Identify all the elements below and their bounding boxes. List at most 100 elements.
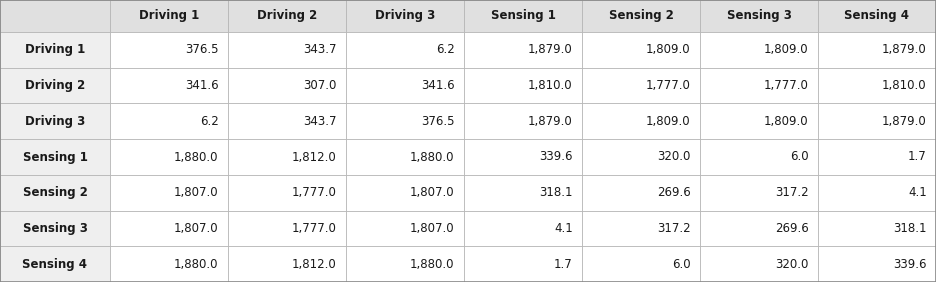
Text: 317.2: 317.2 — [775, 186, 809, 199]
Bar — [0, 0, 110, 32]
Bar — [700, 32, 818, 68]
Bar — [110, 68, 228, 103]
Text: Sensing 1: Sensing 1 — [22, 151, 87, 164]
Bar — [110, 246, 228, 282]
Text: 1,807.0: 1,807.0 — [174, 186, 219, 199]
Text: 6.2: 6.2 — [200, 115, 219, 128]
Text: 1,812.0: 1,812.0 — [292, 258, 337, 271]
Text: 1,880.0: 1,880.0 — [174, 258, 219, 271]
Text: 4.1: 4.1 — [908, 186, 927, 199]
Bar — [700, 0, 818, 32]
Bar — [818, 211, 936, 246]
Bar — [0, 139, 110, 175]
Text: Sensing 2: Sensing 2 — [22, 186, 87, 199]
Text: 1,807.0: 1,807.0 — [410, 186, 455, 199]
Text: 1,807.0: 1,807.0 — [410, 222, 455, 235]
Text: 269.6: 269.6 — [775, 222, 809, 235]
Text: 376.5: 376.5 — [185, 43, 219, 56]
Text: 1.7: 1.7 — [908, 151, 927, 164]
Text: 269.6: 269.6 — [657, 186, 691, 199]
Bar — [228, 32, 346, 68]
Bar — [582, 103, 700, 139]
Text: Sensing 4: Sensing 4 — [844, 10, 910, 23]
Text: 318.1: 318.1 — [893, 222, 927, 235]
Text: 1,809.0: 1,809.0 — [764, 115, 809, 128]
Bar — [0, 32, 110, 68]
Bar — [346, 175, 464, 211]
Text: 1,777.0: 1,777.0 — [292, 186, 337, 199]
Text: 1,812.0: 1,812.0 — [292, 151, 337, 164]
Bar — [700, 246, 818, 282]
Bar — [346, 139, 464, 175]
Text: 320.0: 320.0 — [657, 151, 691, 164]
Text: 343.7: 343.7 — [303, 115, 337, 128]
Bar — [110, 103, 228, 139]
Bar — [0, 103, 110, 139]
Text: 1,809.0: 1,809.0 — [764, 43, 809, 56]
Text: Sensing 3: Sensing 3 — [22, 222, 87, 235]
Text: 339.6: 339.6 — [893, 258, 927, 271]
Bar — [228, 68, 346, 103]
Text: 1,810.0: 1,810.0 — [528, 79, 573, 92]
Bar — [228, 139, 346, 175]
Bar — [818, 139, 936, 175]
Bar — [464, 139, 582, 175]
Bar — [582, 211, 700, 246]
Bar — [464, 32, 582, 68]
Text: 4.1: 4.1 — [554, 222, 573, 235]
Bar — [110, 175, 228, 211]
Text: 6.0: 6.0 — [790, 151, 809, 164]
Text: Sensing 4: Sensing 4 — [22, 258, 87, 271]
Bar — [110, 32, 228, 68]
Text: Sensing 3: Sensing 3 — [726, 10, 792, 23]
Bar — [346, 246, 464, 282]
Bar — [818, 103, 936, 139]
Bar — [110, 211, 228, 246]
Bar — [464, 246, 582, 282]
Bar — [346, 103, 464, 139]
Bar — [0, 246, 110, 282]
Text: 1,777.0: 1,777.0 — [292, 222, 337, 235]
Text: 1,809.0: 1,809.0 — [646, 43, 691, 56]
Bar — [228, 175, 346, 211]
Bar — [818, 32, 936, 68]
Bar — [464, 0, 582, 32]
Bar — [346, 0, 464, 32]
Bar — [228, 246, 346, 282]
Bar — [818, 68, 936, 103]
Text: 307.0: 307.0 — [303, 79, 337, 92]
Text: 1,879.0: 1,879.0 — [882, 115, 927, 128]
Bar — [582, 32, 700, 68]
Text: 6.0: 6.0 — [672, 258, 691, 271]
Text: 343.7: 343.7 — [303, 43, 337, 56]
Bar — [582, 139, 700, 175]
Text: Driving 2: Driving 2 — [256, 10, 317, 23]
Text: 341.6: 341.6 — [185, 79, 219, 92]
Text: 320.0: 320.0 — [775, 258, 809, 271]
Bar — [0, 175, 110, 211]
Text: 6.2: 6.2 — [436, 43, 455, 56]
Text: 1,807.0: 1,807.0 — [174, 222, 219, 235]
Bar — [0, 68, 110, 103]
Bar — [228, 0, 346, 32]
Bar — [228, 103, 346, 139]
Text: 317.2: 317.2 — [657, 222, 691, 235]
Text: 1,777.0: 1,777.0 — [646, 79, 691, 92]
Bar — [700, 139, 818, 175]
Text: Driving 2: Driving 2 — [25, 79, 85, 92]
Bar — [700, 68, 818, 103]
Bar — [346, 32, 464, 68]
Bar — [818, 0, 936, 32]
Text: 1,879.0: 1,879.0 — [882, 43, 927, 56]
Text: 1,810.0: 1,810.0 — [882, 79, 927, 92]
Text: 1,777.0: 1,777.0 — [764, 79, 809, 92]
Text: 376.5: 376.5 — [421, 115, 455, 128]
Text: Driving 3: Driving 3 — [25, 115, 85, 128]
Text: 1,879.0: 1,879.0 — [528, 115, 573, 128]
Bar — [700, 103, 818, 139]
Bar — [818, 175, 936, 211]
Bar — [582, 0, 700, 32]
Text: Driving 1: Driving 1 — [139, 10, 199, 23]
Bar — [228, 211, 346, 246]
Text: 1,879.0: 1,879.0 — [528, 43, 573, 56]
